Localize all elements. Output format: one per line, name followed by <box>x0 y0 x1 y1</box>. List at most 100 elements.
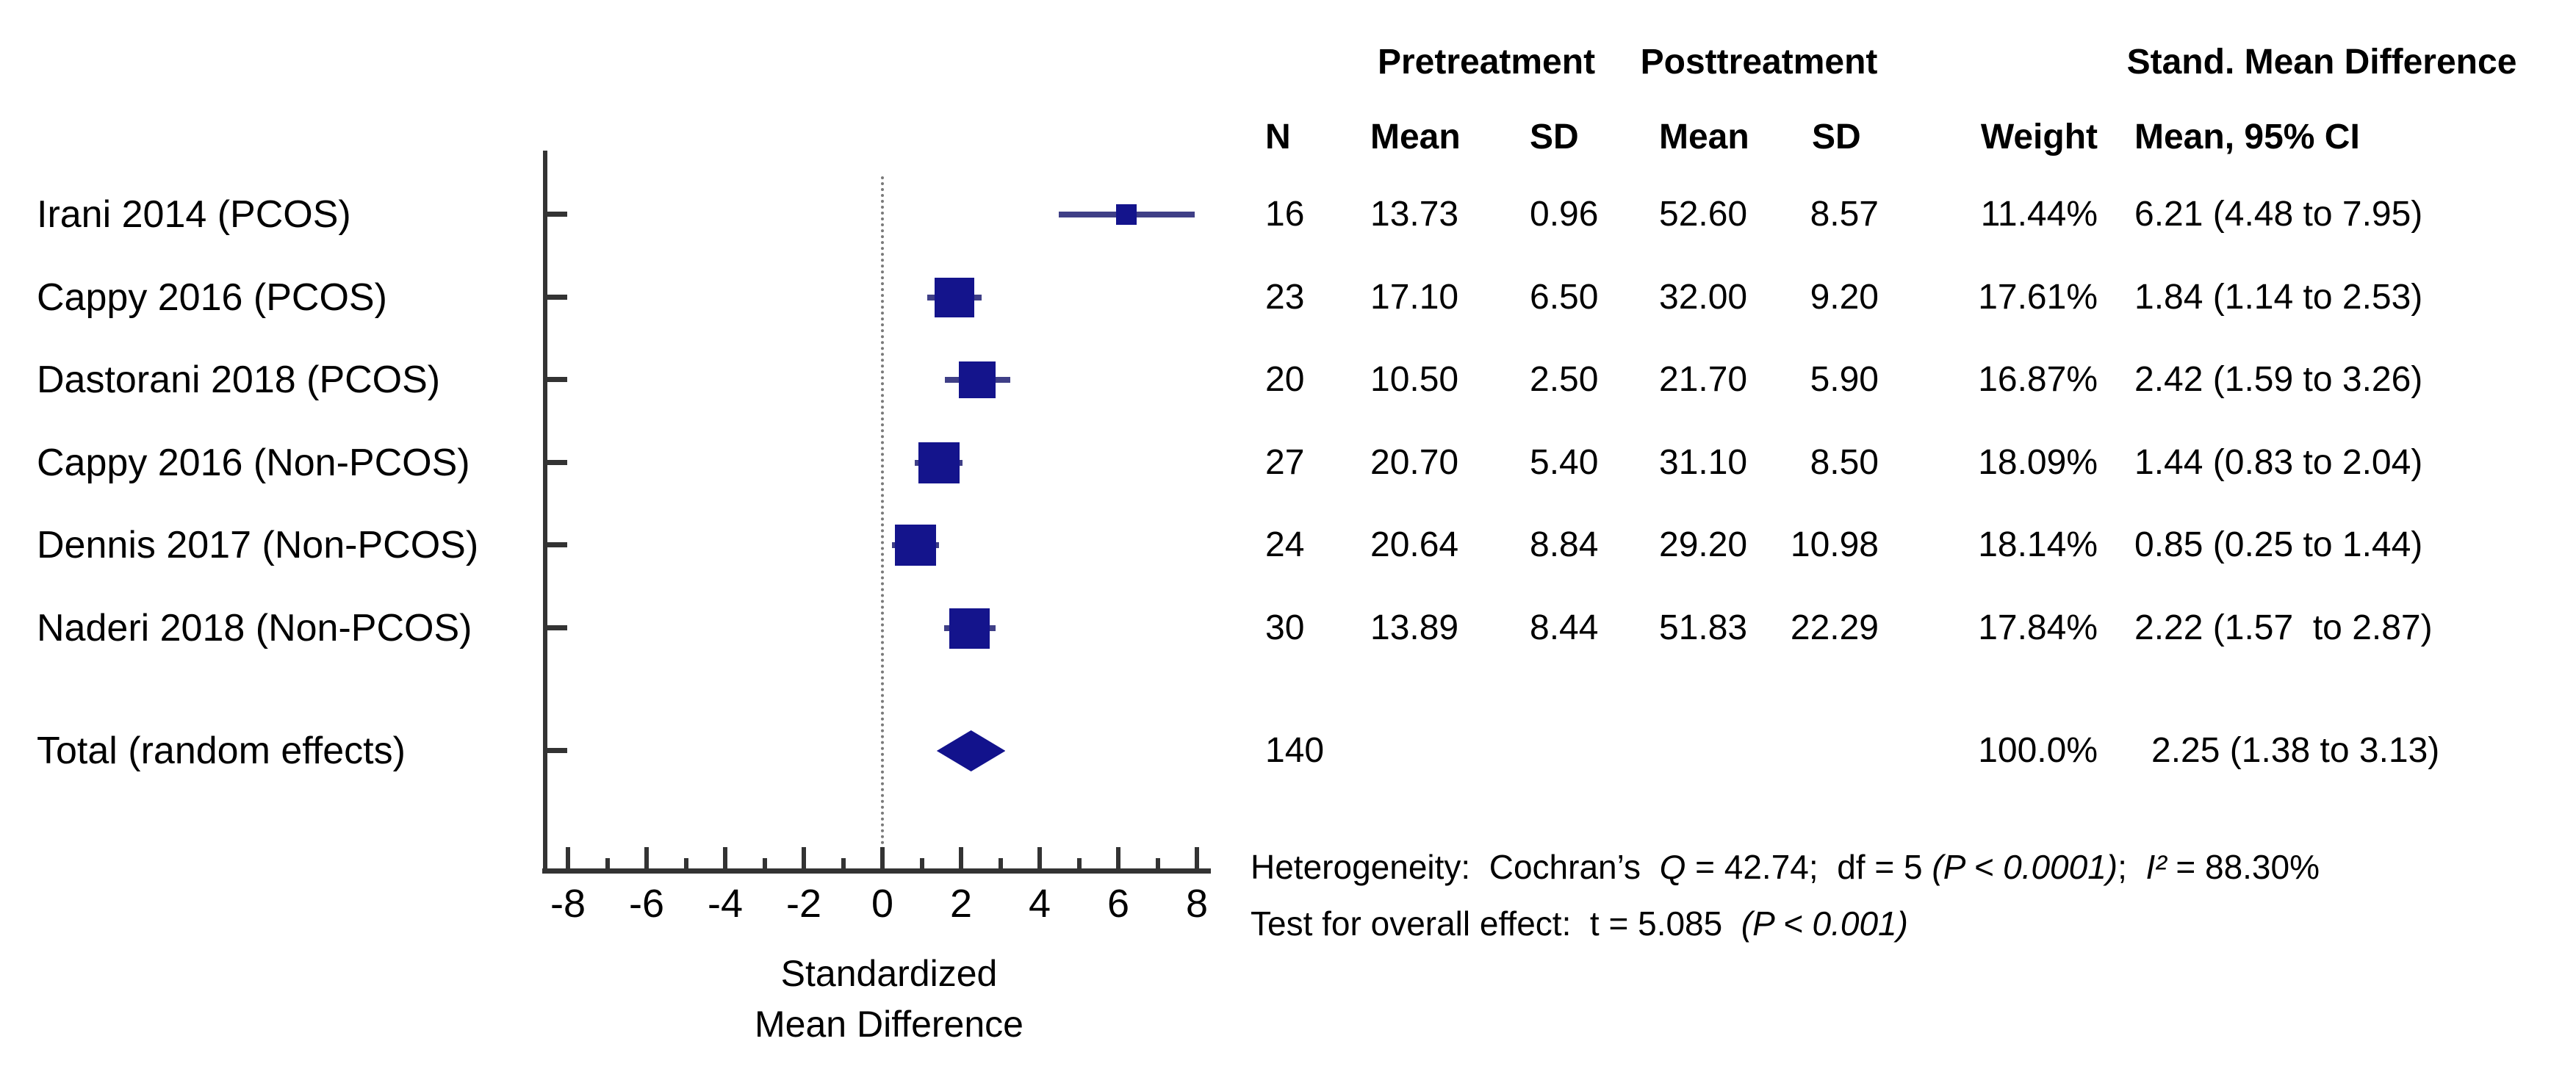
study-post-mean-value: 21.70 <box>1659 360 1748 399</box>
study-row-label: Dennis 2017 (Non-PCOS) <box>37 524 479 566</box>
study-row-tick <box>544 460 567 465</box>
x-axis-major-tick <box>1037 847 1042 868</box>
study-weight-value: 16.87% <box>1978 360 2098 399</box>
study-pre-sd-value: 5.40 <box>1530 443 1599 482</box>
study-n-value: 24 <box>1265 525 1305 564</box>
study-row-label: Irani 2014 (PCOS) <box>37 193 351 236</box>
x-axis-major-tick <box>644 847 649 868</box>
study-point-estimate-square <box>1116 204 1137 225</box>
header-pretreatment: Pretreatment <box>1377 43 1596 82</box>
study-mean-ci-value: 0.85 (0.25 to 1.44) <box>2134 525 2423 564</box>
study-point-estimate-square <box>895 525 937 566</box>
study-row-tick <box>544 377 567 382</box>
study-n-value: 23 <box>1265 278 1305 317</box>
study-post-sd-value: 5.90 <box>1810 360 1879 399</box>
header-mean-ci: Mean, 95% CI <box>2134 118 2360 156</box>
study-post-sd-value: 8.57 <box>1810 195 1879 234</box>
x-axis-major-tick <box>880 847 885 868</box>
study-point-estimate-square <box>918 442 960 483</box>
study-n-value: 16 <box>1265 195 1305 234</box>
study-point-estimate-square <box>949 608 990 649</box>
study-post-sd-value: 10.98 <box>1790 525 1879 564</box>
study-pre-mean-value: 17.10 <box>1370 278 1459 317</box>
plot-left-frame-line <box>543 151 547 871</box>
x-axis-minor-tick <box>683 858 688 868</box>
study-row-tick <box>544 625 567 630</box>
study-row-tick <box>544 542 567 547</box>
study-pre-mean-value: 10.50 <box>1370 360 1459 399</box>
study-weight-value: 11.44% <box>1980 195 2098 234</box>
x-axis-minor-tick <box>1155 858 1160 868</box>
header-post-sd: SD <box>1812 118 1861 156</box>
study-pre-sd-value: 6.50 <box>1530 278 1599 317</box>
heterogeneity-stats-line: Heterogeneity: Cochran’s Q = 42.74; df =… <box>1251 848 2320 886</box>
study-pre-sd-value: 0.96 <box>1530 195 1599 234</box>
study-mean-ci-value: 2.42 (1.59 to 3.26) <box>2134 360 2423 399</box>
study-row-label: Dastorani 2018 (PCOS) <box>37 359 441 401</box>
study-mean-ci-value: 1.44 (0.83 to 2.04) <box>2134 443 2423 482</box>
x-axis-tick-label: -6 <box>628 882 665 926</box>
x-axis-title-line2: Mean Difference <box>755 1004 1023 1045</box>
header-posttreatment: Posttreatment <box>1640 43 1878 82</box>
study-point-estimate-square <box>959 361 996 398</box>
x-axis-minor-tick <box>762 858 767 868</box>
study-pre-mean-value: 20.70 <box>1370 443 1459 482</box>
study-n-value: 20 <box>1265 360 1305 399</box>
x-axis-major-tick <box>723 847 727 868</box>
x-axis-line <box>542 868 1211 874</box>
study-post-mean-value: 52.60 <box>1659 195 1748 234</box>
total-n-value: 140 <box>1265 731 1325 770</box>
study-row-label: Cappy 2016 (Non-PCOS) <box>37 442 470 484</box>
header-pre-sd: SD <box>1530 118 1579 156</box>
x-axis-tick-label: 0 <box>871 882 894 926</box>
header-weight: Weight <box>1980 118 2098 156</box>
study-post-mean-value: 29.20 <box>1659 525 1748 564</box>
x-axis-tick-label: -4 <box>707 882 744 926</box>
x-axis-tick-label: 4 <box>1028 882 1051 926</box>
study-pre-sd-value: 2.50 <box>1530 360 1599 399</box>
study-post-sd-value: 9.20 <box>1810 278 1879 317</box>
x-axis-minor-tick <box>919 858 924 868</box>
x-axis-major-tick <box>566 847 570 868</box>
study-post-mean-value: 51.83 <box>1659 608 1748 647</box>
header-pre-mean: Mean <box>1370 118 1461 156</box>
zero-reference-dotted-line <box>881 176 884 868</box>
study-n-value: 27 <box>1265 443 1305 482</box>
study-mean-ci-value: 1.84 (1.14 to 2.53) <box>2134 278 2423 317</box>
study-row-tick <box>544 212 567 217</box>
study-pre-mean-value: 20.64 <box>1370 525 1459 564</box>
x-axis-tick-label: -8 <box>550 882 586 926</box>
x-axis-minor-tick <box>998 858 1003 868</box>
study-n-value: 30 <box>1265 608 1305 647</box>
study-row-label: Cappy 2016 (PCOS) <box>37 276 387 319</box>
total-row-label: Total (random effects) <box>37 730 406 772</box>
total-row-tick <box>544 748 567 753</box>
study-post-mean-value: 32.00 <box>1659 278 1748 317</box>
x-axis-major-tick <box>1116 847 1120 868</box>
study-weight-value: 17.61% <box>1978 278 2098 317</box>
study-pre-mean-value: 13.89 <box>1370 608 1459 647</box>
study-row-label: Naderi 2018 (Non-PCOS) <box>37 607 472 649</box>
study-mean-ci-value: 6.21 (4.48 to 7.95) <box>2134 195 2423 234</box>
study-pre-sd-value: 8.44 <box>1530 608 1599 647</box>
x-axis-tick-label: 6 <box>1107 882 1130 926</box>
x-axis-major-tick <box>802 847 806 868</box>
x-axis-major-tick <box>1195 847 1199 868</box>
study-pre-mean-value: 13.73 <box>1370 195 1459 234</box>
x-axis-title-line1: Standardized <box>780 953 998 994</box>
x-axis-tick-label: -2 <box>785 882 822 926</box>
x-axis-tick-label: 8 <box>1185 882 1209 926</box>
x-axis-major-tick <box>959 847 963 868</box>
study-mean-ci-value: 2.22 (1.57 to 2.87) <box>2134 608 2433 647</box>
total-weight-value: 100.0% <box>1978 731 2098 770</box>
study-weight-value: 18.14% <box>1978 525 2098 564</box>
study-pre-sd-value: 8.84 <box>1530 525 1599 564</box>
header-stand-mean-difference: Stand. Mean Difference <box>2126 43 2517 82</box>
overall-effect-stats-line: Test for overall effect: t = 5.085 (P < … <box>1251 904 1908 943</box>
x-axis-tick-label: 2 <box>949 882 973 926</box>
study-row-tick <box>544 295 567 300</box>
x-axis-minor-tick <box>841 858 846 868</box>
x-axis-minor-tick <box>605 858 610 868</box>
study-weight-value: 18.09% <box>1978 443 2098 482</box>
